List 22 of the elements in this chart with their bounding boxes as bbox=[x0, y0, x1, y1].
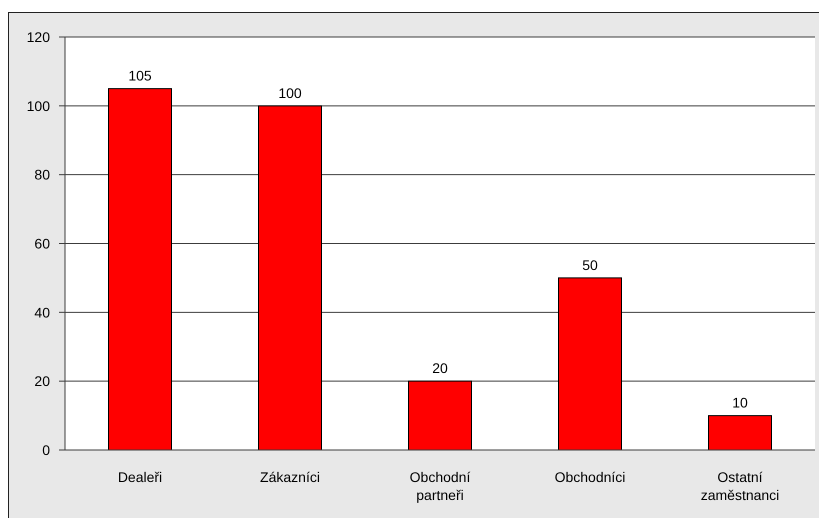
x-tick-label: Zákazníci bbox=[260, 468, 320, 485]
data-label: 10 bbox=[732, 394, 748, 411]
data-label: 50 bbox=[582, 256, 598, 273]
x-tick-label: Dealeři bbox=[118, 468, 162, 485]
y-tick-label: 100 bbox=[26, 98, 50, 114]
y-tick-label: 20 bbox=[34, 373, 50, 390]
bar bbox=[558, 277, 622, 450]
data-label: 100 bbox=[278, 84, 302, 101]
bar bbox=[108, 88, 172, 450]
y-tick-label: 120 bbox=[26, 28, 50, 45]
x-tick-label: Obchodní partneři bbox=[410, 468, 470, 504]
y-tick-label: 60 bbox=[34, 235, 50, 252]
y-tick-label: 80 bbox=[34, 166, 50, 183]
x-tick-label: Ostatní zaměstnanci bbox=[700, 468, 780, 504]
y-tick-label: 40 bbox=[34, 304, 50, 320]
y-tick-label: 0 bbox=[42, 442, 50, 458]
bar bbox=[708, 415, 772, 450]
data-label: 20 bbox=[432, 360, 448, 376]
bar bbox=[408, 380, 472, 450]
x-tick-label: Obchodníci bbox=[554, 468, 626, 485]
bar bbox=[258, 105, 322, 450]
data-label: 105 bbox=[128, 68, 152, 84]
